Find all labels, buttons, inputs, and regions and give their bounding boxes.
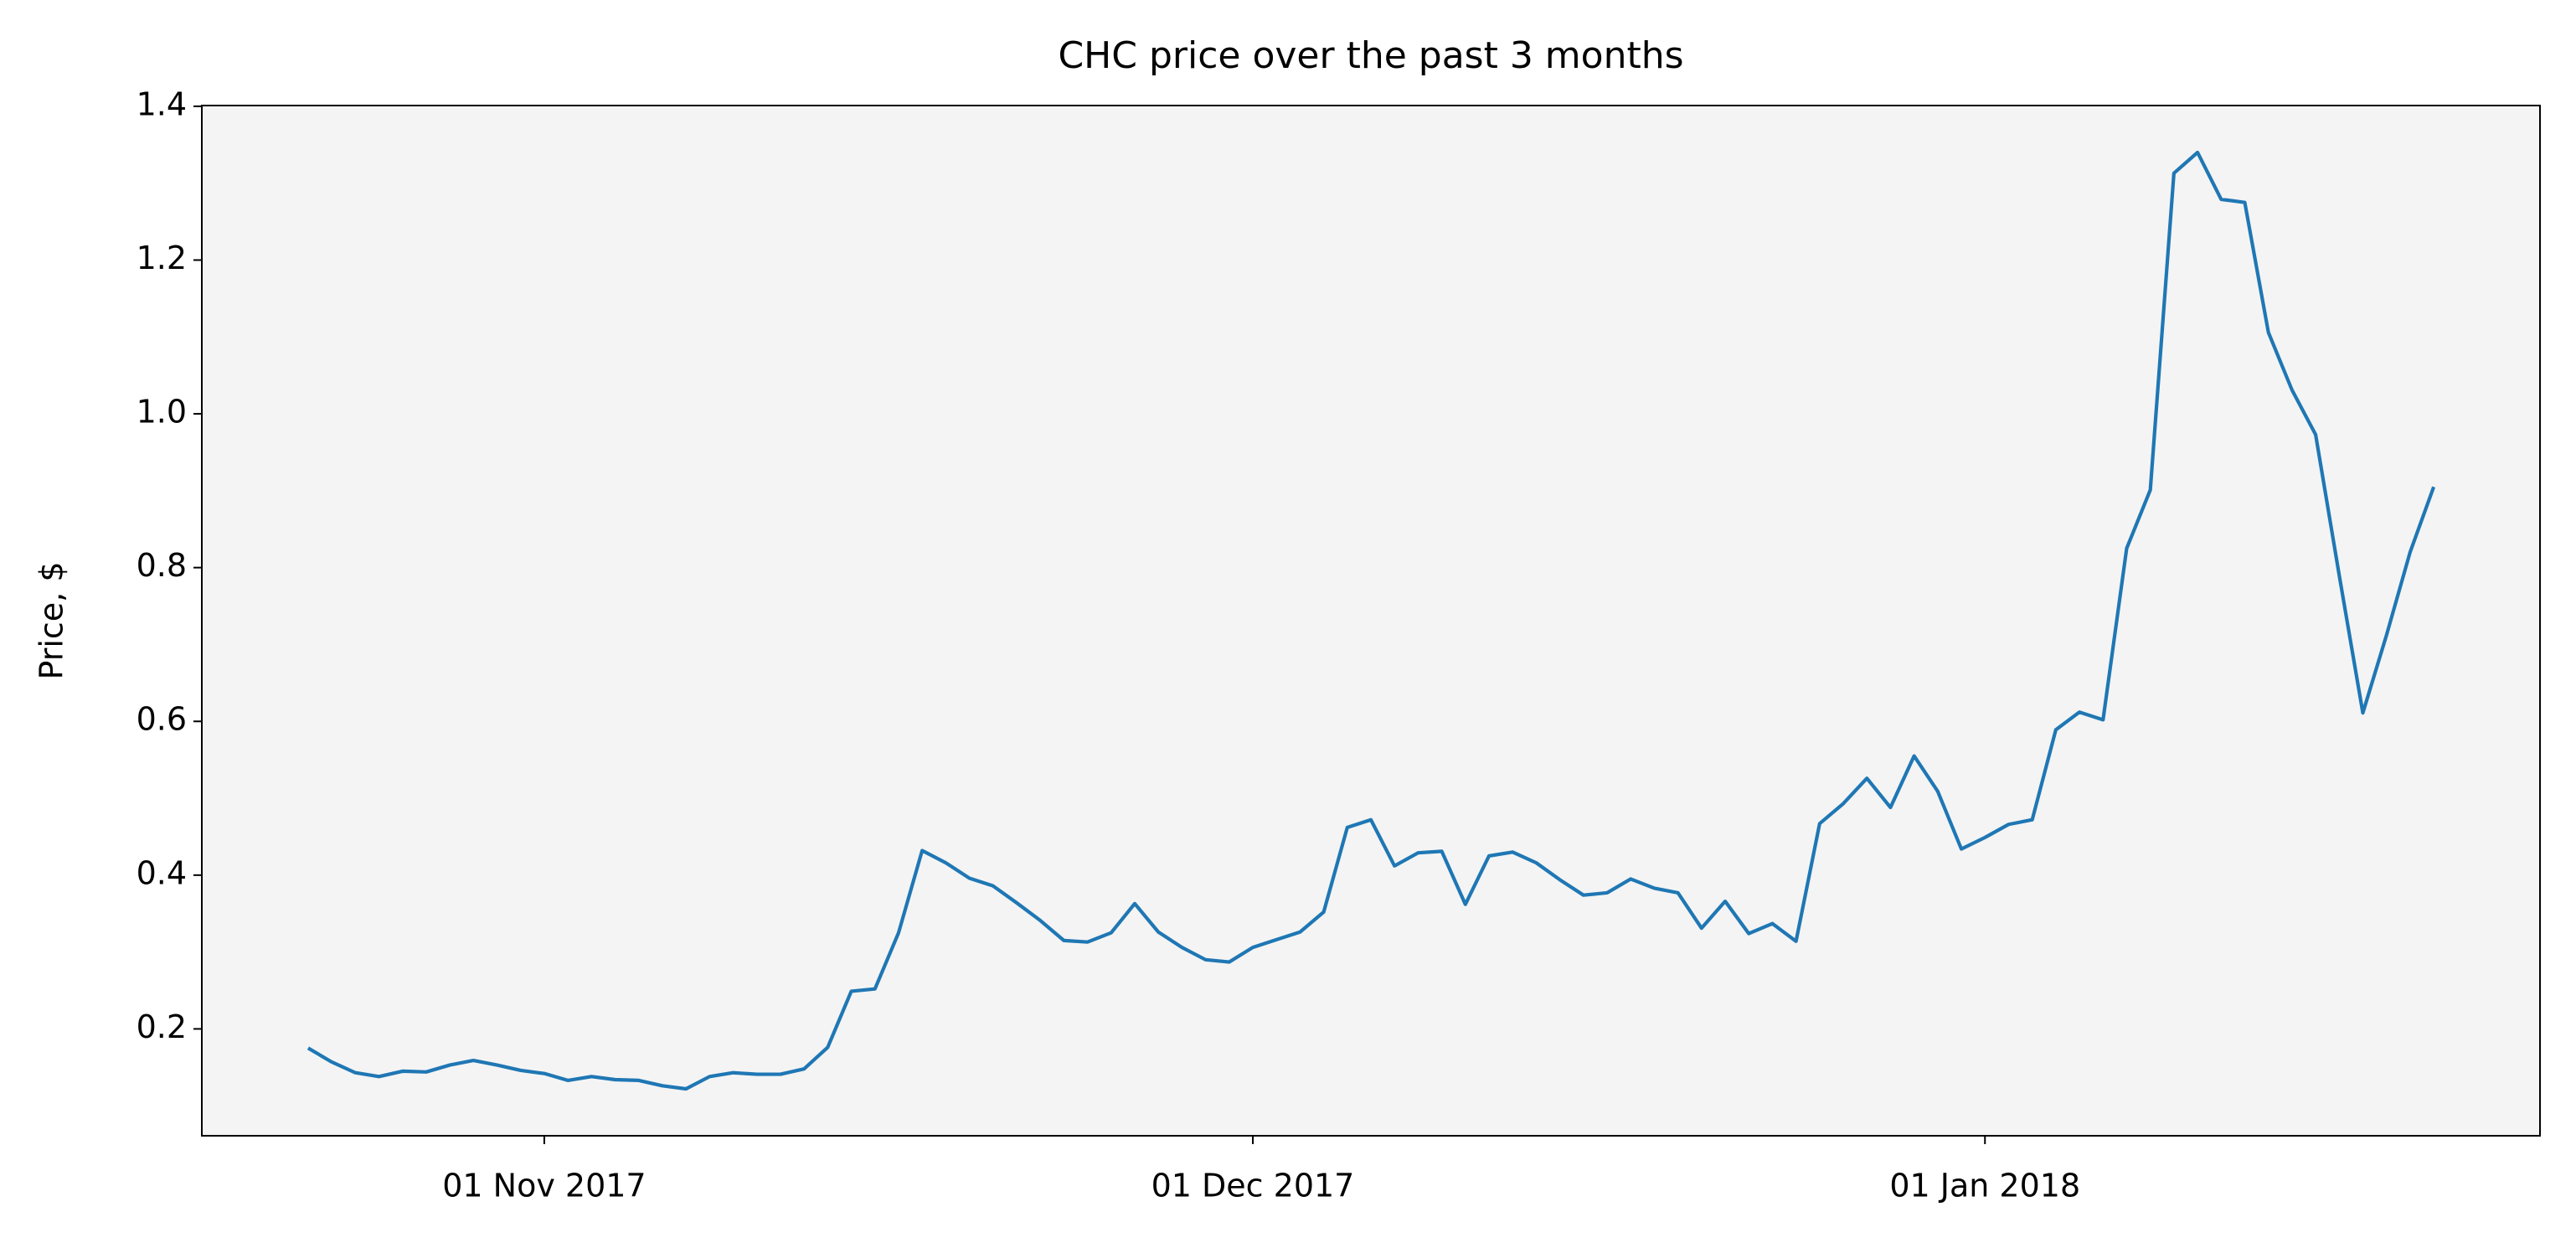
- x-tick-label: 01 Jan 2018: [1889, 1168, 2080, 1204]
- plot-frame: [201, 105, 2541, 1137]
- y-tick-label: 0.6: [137, 701, 187, 738]
- y-tick-label: 1.0: [137, 394, 187, 431]
- y-tick-label: 0.2: [137, 1008, 187, 1045]
- price-line: [307, 150, 2436, 1091]
- x-tick-label: 01 Nov 2017: [442, 1168, 646, 1204]
- plot-area: [202, 106, 2540, 1136]
- y-axis-label: Price, $: [33, 561, 70, 679]
- y-tick-label: 1.2: [137, 240, 187, 276]
- x-tick-label: 01 Dec 2017: [1151, 1168, 1355, 1204]
- chart-title: CHC price over the past 3 months: [1058, 34, 1683, 77]
- y-tick-label: 0.8: [137, 547, 187, 584]
- y-tick-label: 1.4: [137, 85, 187, 122]
- y-tick-label: 0.4: [137, 854, 187, 891]
